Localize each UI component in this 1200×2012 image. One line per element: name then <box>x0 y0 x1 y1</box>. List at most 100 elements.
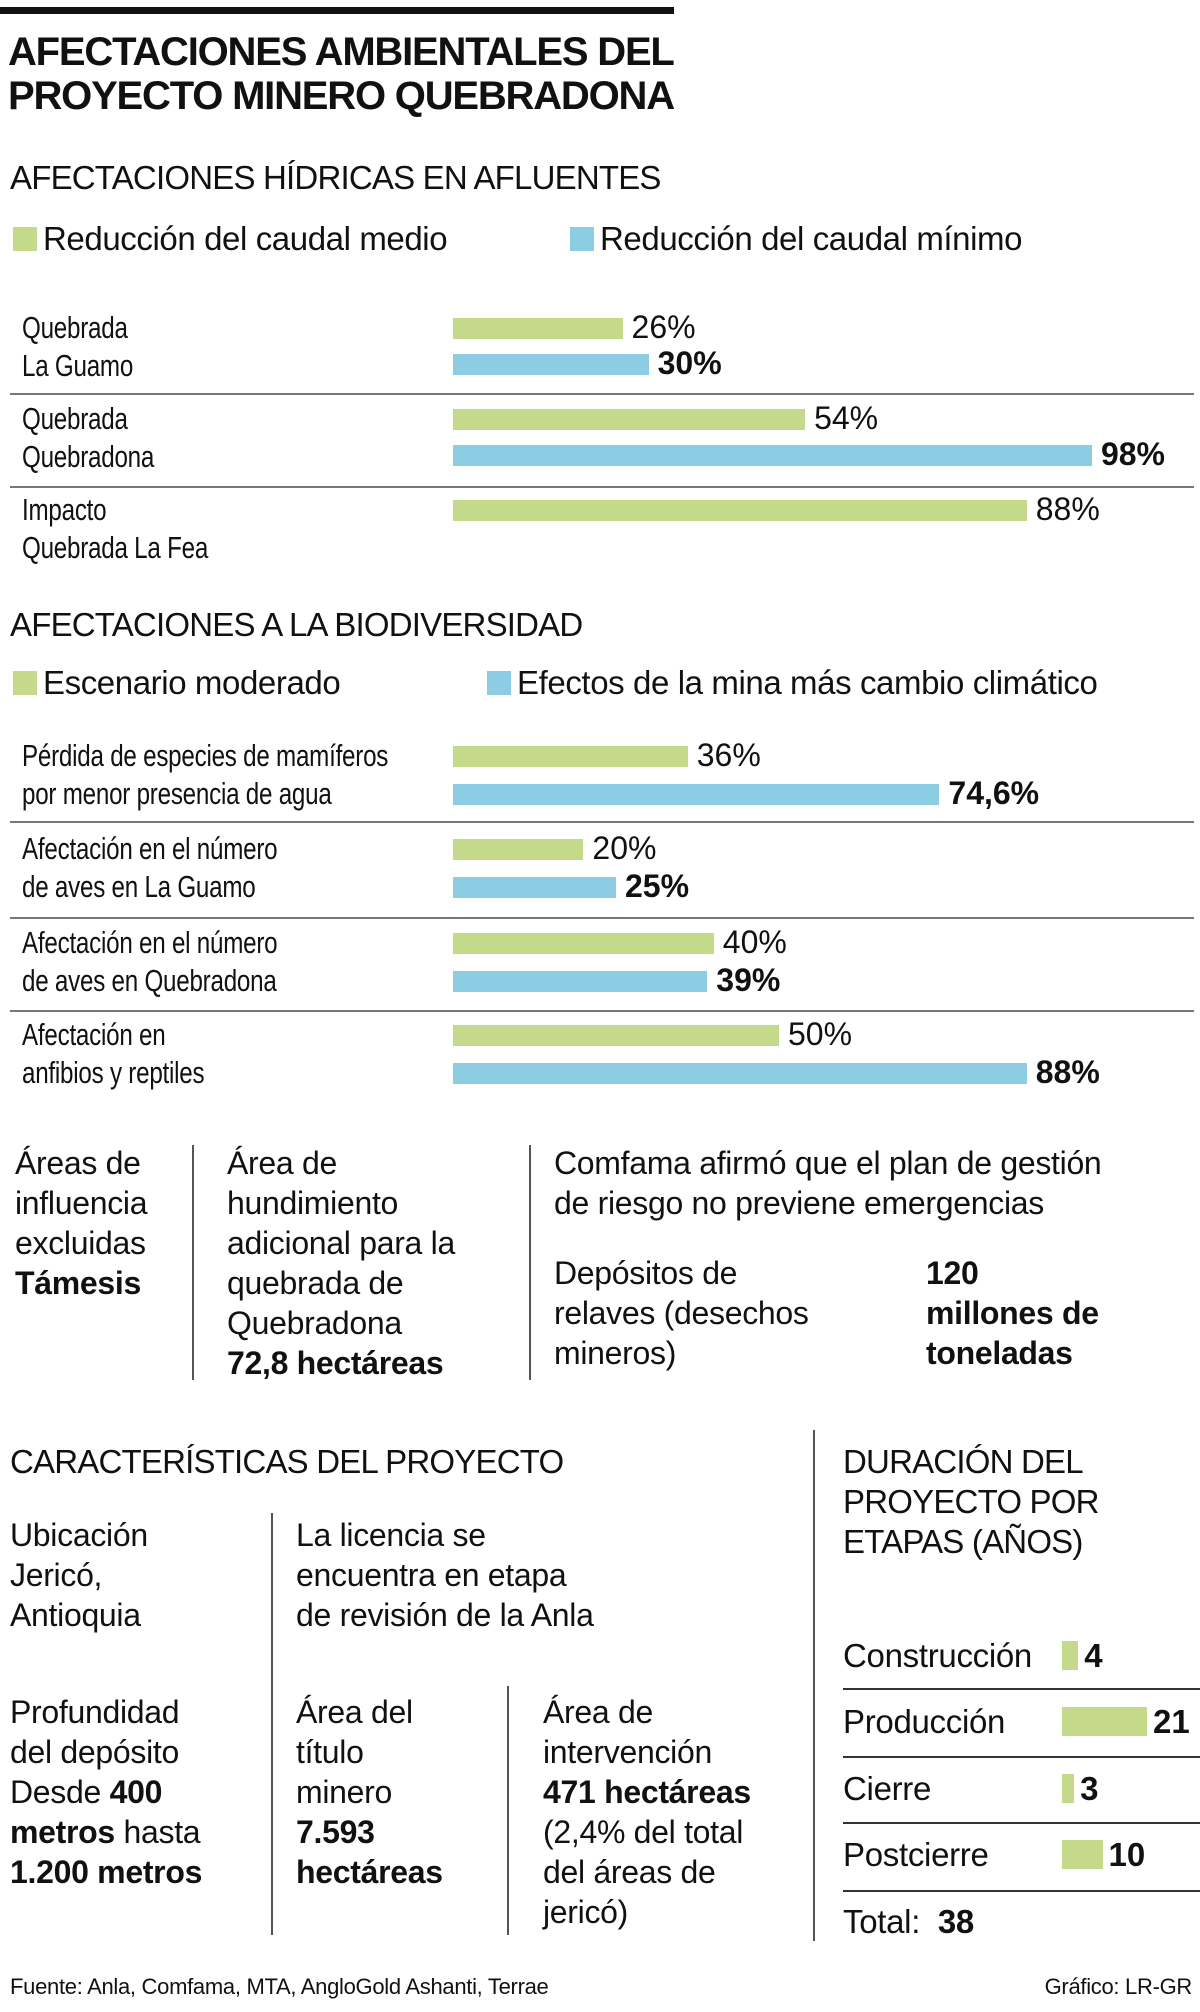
row-separator <box>843 1822 1200 1824</box>
areas-label: Áreas de influencia excluidas <box>15 1145 148 1261</box>
stage-bar <box>1062 1840 1103 1869</box>
stage-bar <box>1062 1641 1079 1670</box>
source-note: Fuente: Anla, Comfama, MTA, AngloGold As… <box>10 1974 549 1999</box>
value-label: 20% <box>592 830 657 866</box>
hundimiento: Área de hundimiento adicional para la qu… <box>227 1143 455 1383</box>
value-label: 50% <box>788 1016 853 1052</box>
value-label: 36% <box>696 737 761 773</box>
bar-blue <box>453 971 708 992</box>
titulo-label: Área del título minero <box>296 1694 413 1810</box>
value-label: 25% <box>625 868 690 904</box>
stage-label: Construcción <box>843 1637 1032 1674</box>
row-label: Quebrada La Guamo <box>22 310 134 383</box>
stage-value: 21 <box>1153 1703 1190 1740</box>
bio-legend-blue: Efectos de la mina más cambio climático <box>487 664 1098 702</box>
biodiversity-heading: AFECTACIONES A LA BIODIVERSIDAD <box>10 606 583 643</box>
blue-swatch-icon <box>570 227 594 251</box>
titulo-value: 7.593 hectáreas <box>296 1814 443 1890</box>
divider <box>529 1145 531 1380</box>
value-label: 88% <box>1035 491 1100 527</box>
stage-value: 3 <box>1080 1770 1099 1807</box>
row-label: Impacto Quebrada La Fea <box>22 492 209 565</box>
relaves-label: Depósitos de relaves (desechos mineros) <box>554 1255 809 1371</box>
divider <box>192 1145 194 1380</box>
hundimiento-value: 72,8 hectáreas <box>227 1345 444 1381</box>
value-label: 40% <box>722 924 787 960</box>
hydric-legend-blue: Reducción del caudal mínimo <box>570 220 1023 258</box>
bio-legend-green: Escenario moderado <box>13 664 341 702</box>
total: Total: 38 <box>843 1903 974 1941</box>
bar-green <box>453 500 1027 521</box>
value-label: 74,6% <box>948 775 1040 811</box>
legend-label: Reducción del caudal mínimo <box>600 220 1023 257</box>
profundidad-connector: hasta <box>123 1814 201 1850</box>
profundidad-max: 1.200 metros <box>10 1854 203 1890</box>
total-label: Total: <box>843 1903 921 1940</box>
stage-label: Postcierre <box>843 1836 989 1873</box>
value-label: 54% <box>814 400 879 436</box>
bar-blue <box>453 445 1092 466</box>
bar-green <box>453 409 806 430</box>
hydric-heading: AFECTACIONES HÍDRICAS EN AFLUENTES <box>10 159 661 196</box>
hydric-legend-green: Reducción del caudal medio <box>13 220 448 258</box>
stage-bar <box>1062 1707 1148 1736</box>
legend-label: Escenario moderado <box>43 664 341 701</box>
stage-value: 4 <box>1084 1637 1103 1674</box>
top-rule <box>0 7 674 14</box>
titulo-minero: Área del título minero 7.593 hectáreas <box>296 1692 443 1892</box>
intervencion-note: (2,4% del total del áreas de jericó) <box>543 1814 744 1930</box>
row-separator <box>843 1688 1200 1690</box>
bar-green <box>453 839 584 860</box>
row-separator <box>843 1890 1200 1892</box>
blue-swatch-icon <box>487 671 511 695</box>
caracteristicas-heading: CARACTERÍSTICAS DEL PROYECTO <box>10 1443 564 1480</box>
stage-bar <box>1062 1774 1075 1803</box>
value-label: 39% <box>716 962 781 998</box>
profundidad: Profundidad del depósito Desde 400 metro… <box>10 1692 202 1892</box>
bar-green <box>453 318 623 339</box>
value-label: 26% <box>631 309 696 345</box>
intervencion-value: 471 hectáreas <box>543 1774 751 1810</box>
graphic-credit: Gráfico: LR-GR <box>1044 1974 1193 1999</box>
row-separator <box>10 393 1194 395</box>
divider <box>271 1513 273 1935</box>
hundimiento-label: Área de hundimiento adicional para la qu… <box>227 1145 455 1341</box>
value-label: 98% <box>1100 436 1165 472</box>
row-label: Afectación en el número de aves en La Gu… <box>22 831 278 904</box>
profundidad-label: Profundidad del depósito Desde <box>10 1694 180 1810</box>
value-label: 88% <box>1035 1054 1100 1090</box>
row-label: Quebrada Quebradona <box>22 401 155 474</box>
stage-value: 10 <box>1108 1836 1146 1873</box>
row-label: Afectación en el número de aves en Quebr… <box>22 925 278 998</box>
profundidad-min: 400 metros <box>10 1774 163 1850</box>
comfama-note: Comfama afirmó que el plan de gestión de… <box>554 1145 1102 1221</box>
areas-value: Támesis <box>15 1265 141 1301</box>
bar-blue <box>453 877 616 898</box>
legend-label: Reducción del caudal medio <box>43 220 448 257</box>
row-label: Pérdida de especies de mamíferos por men… <box>22 738 389 811</box>
row-label: Afectación en anfibios y reptiles <box>22 1017 205 1090</box>
green-swatch-icon <box>13 671 37 695</box>
row-separator <box>10 486 1194 488</box>
areas-excluidas: Áreas de influencia excluidas Támesis <box>15 1143 148 1303</box>
green-swatch-icon <box>13 227 37 251</box>
stage-label: Producción <box>843 1703 1006 1740</box>
row-separator <box>10 821 1194 823</box>
value-label: 30% <box>657 345 722 381</box>
page-title: AFECTACIONES AMBIENTALES DEL PROYECTO MI… <box>8 30 675 118</box>
area-intervencion: Área de intervención 471 hectáreas (2,4%… <box>543 1692 751 1932</box>
divider <box>507 1686 509 1935</box>
bar-blue <box>453 354 649 375</box>
bar-blue <box>453 1063 1027 1084</box>
row-separator <box>843 1756 1200 1758</box>
bar-blue <box>453 784 940 805</box>
bar-green <box>453 1025 779 1046</box>
total-value: 38 <box>937 1903 974 1940</box>
legend-label: Efectos de la mina más cambio climático <box>517 664 1098 701</box>
relaves-value: 120 millones de toneladas <box>926 1255 1099 1371</box>
duracion-heading: DURACIÓN DEL PROYECTO POR ETAPAS (AÑOS) <box>843 1443 1099 1560</box>
licencia: La licencia se encuentra en etapa de rev… <box>296 1517 594 1633</box>
ubicacion: Ubicación Jericó, Antioquia <box>10 1517 148 1633</box>
intervencion-label: Área de intervención <box>543 1694 712 1770</box>
divider <box>813 1430 815 1941</box>
